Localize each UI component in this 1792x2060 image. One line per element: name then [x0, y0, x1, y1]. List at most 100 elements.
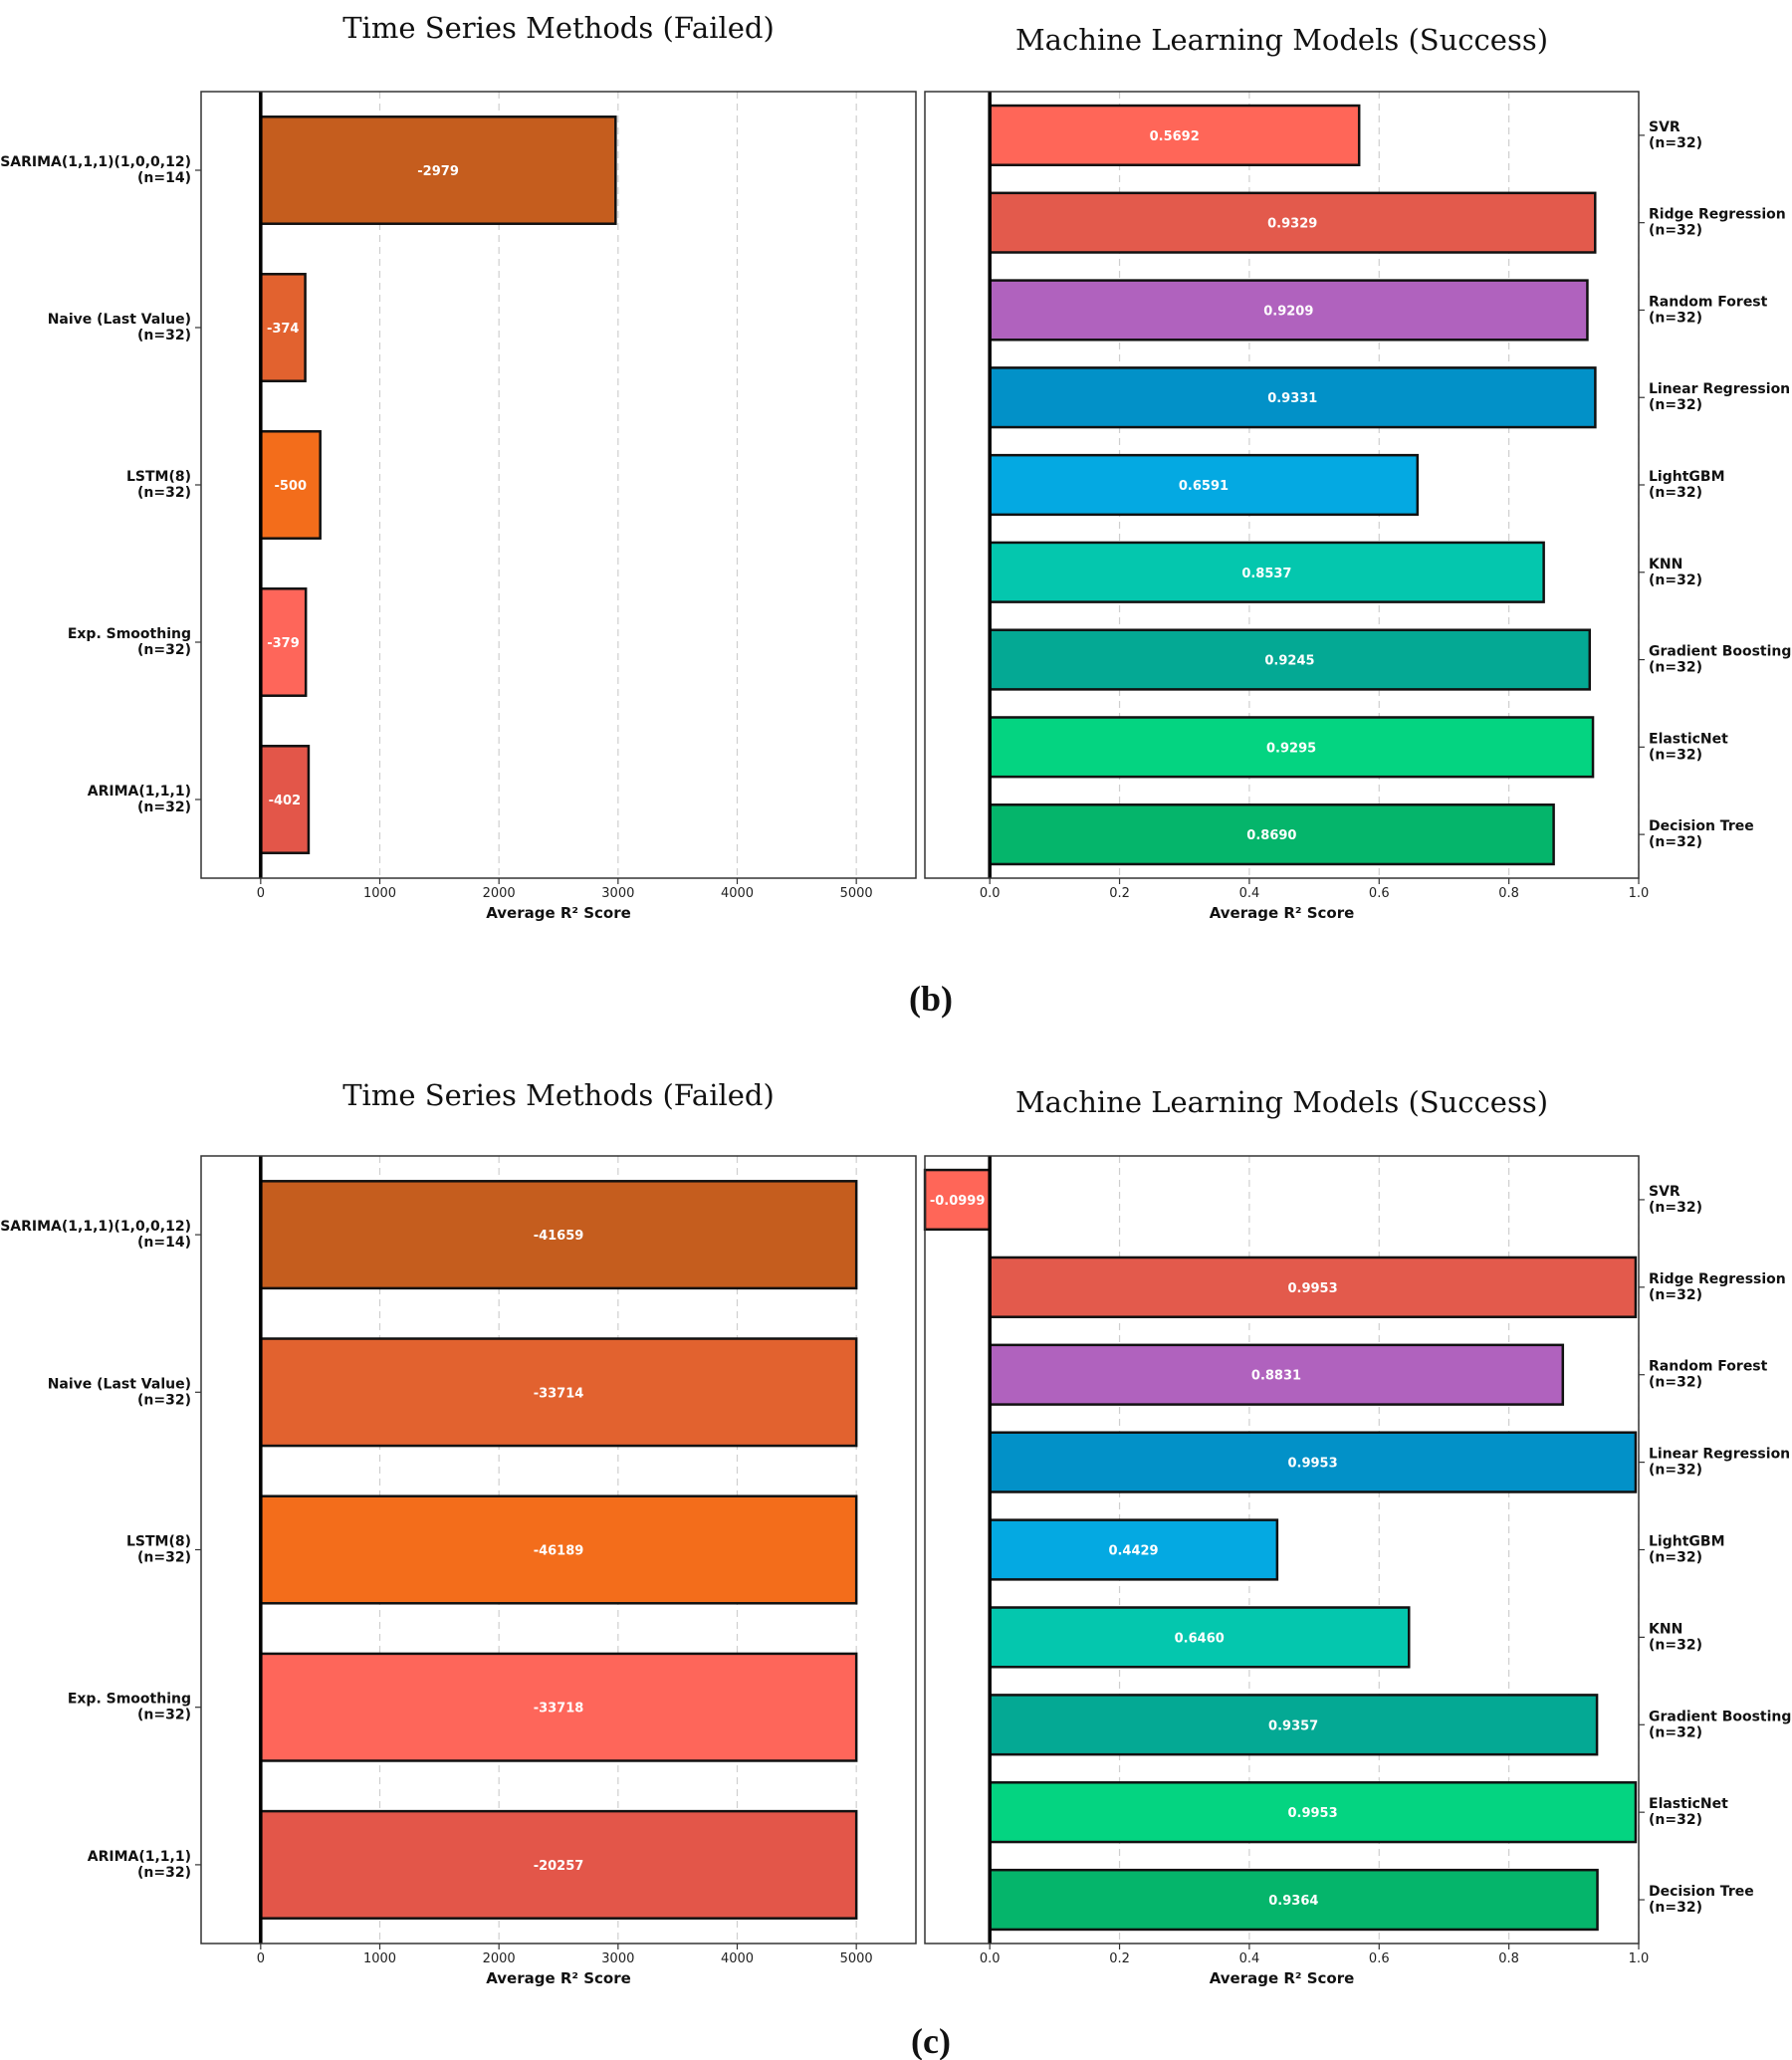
- x-tick-label: 0: [257, 1951, 265, 1966]
- plot-frame: [924, 91, 1640, 879]
- data-label: -33718: [534, 1702, 584, 1717]
- panel-title: Machine Learning Models (Success): [1015, 23, 1548, 57]
- category-count: (n=32): [1649, 1900, 1702, 1916]
- category-label: SARIMA(1,1,1)(1,0,0,12): [0, 154, 191, 170]
- panel-title: Machine Learning Models (Success): [1015, 1085, 1548, 1119]
- bar: [259, 273, 307, 382]
- data-label: 0.4429: [1108, 1544, 1158, 1559]
- x-axis-label: Average R² Score: [486, 904, 631, 922]
- data-label: 0.8831: [1251, 1369, 1301, 1384]
- x-tick-label: 0.8: [1498, 886, 1519, 901]
- data-label: 0.9364: [1268, 1894, 1318, 1909]
- x-tick-label: 0.2: [1109, 1951, 1130, 1966]
- category-label: Random Forest: [1649, 294, 1768, 310]
- category-count: (n=32): [137, 642, 191, 658]
- category-count: (n=32): [137, 1708, 191, 1723]
- x-tick-label: 1000: [363, 1951, 396, 1966]
- x-tick-label: 0.6: [1369, 1951, 1390, 1966]
- plot-frame: [924, 1155, 1640, 1945]
- x-axis-label: Average R² Score: [486, 1969, 631, 1987]
- bar: [988, 1431, 1638, 1493]
- data-label: 0.5692: [1150, 129, 1200, 144]
- bar: [988, 541, 1545, 603]
- panel-title: Time Series Methods (Failed): [342, 11, 775, 45]
- x-tick-label: 0.4: [1239, 886, 1260, 901]
- category-count: (n=32): [1649, 397, 1702, 413]
- bar: [988, 716, 1595, 779]
- x-tick-label: 4000: [721, 886, 754, 901]
- category-count: (n=32): [1649, 135, 1702, 151]
- caption-b: (b): [909, 979, 953, 1019]
- bar: [259, 430, 322, 540]
- category-count: (n=14): [137, 170, 191, 186]
- category-label: Exp. Smoothing: [68, 626, 191, 642]
- category-label: LightGBM: [1649, 1534, 1725, 1550]
- category-label: Random Forest: [1649, 1359, 1768, 1375]
- category-label: SARIMA(1,1,1)(1,0,0,12): [0, 1219, 191, 1235]
- category-count: (n=32): [137, 1865, 191, 1881]
- bar: [259, 1337, 858, 1448]
- x-axis-label: Average R² Score: [1210, 904, 1355, 922]
- category-count: (n=32): [137, 800, 191, 815]
- x-tick-label: 0.6: [1369, 886, 1390, 901]
- x-tick-label: 1.0: [1629, 886, 1650, 901]
- data-label: 0.9953: [1287, 1457, 1337, 1472]
- x-tick-label: 5000: [840, 1951, 873, 1966]
- category-count: (n=32): [1649, 310, 1702, 326]
- bar: [988, 628, 1592, 691]
- x-tick-label: 5000: [840, 886, 873, 901]
- category-label: LSTM(8): [126, 469, 191, 485]
- data-label: 0.8537: [1241, 567, 1291, 581]
- category-label: Ridge Regression: [1649, 207, 1786, 223]
- data-label: 0.9953: [1287, 1806, 1337, 1821]
- category-count: (n=32): [137, 1550, 191, 1566]
- panel-0: Time Series Methods (Failed) 0 1000 2000 300…: [0, 11, 917, 922]
- data-label: -0.0999: [930, 1194, 986, 1209]
- category-label: ARIMA(1,1,1): [88, 1849, 191, 1865]
- category-label: Decision Tree: [1649, 1884, 1754, 1900]
- category-count: (n=32): [1649, 1637, 1702, 1653]
- x-tick-label: 1000: [363, 886, 396, 901]
- bar: [988, 1518, 1279, 1581]
- x-tick-label: 1.0: [1629, 1951, 1650, 1966]
- category-label: SVR: [1649, 1184, 1680, 1200]
- bar: [988, 1343, 1565, 1406]
- category-label: ARIMA(1,1,1): [88, 784, 191, 800]
- bar: [988, 1606, 1411, 1669]
- category-label: Exp. Smoothing: [68, 1692, 191, 1708]
- category-label: Gradient Boosting: [1649, 644, 1791, 660]
- category-count: (n=32): [1649, 1375, 1702, 1391]
- bar: [988, 803, 1555, 866]
- data-label: 0.9209: [1263, 304, 1313, 319]
- x-tick-label: 0.2: [1109, 886, 1130, 901]
- category-label: Ridge Regression: [1649, 1271, 1786, 1287]
- bar: [259, 1494, 858, 1605]
- panel-2: Time Series Methods (Failed) 0 1000 2000 300…: [0, 1078, 917, 1987]
- category-count: (n=32): [1649, 572, 1702, 588]
- category-count: (n=14): [137, 1235, 191, 1251]
- data-label: -2979: [417, 164, 459, 179]
- category-count: (n=32): [1649, 1550, 1702, 1566]
- data-label: 0.9295: [1266, 741, 1316, 756]
- data-label: -379: [267, 636, 300, 651]
- bar: [259, 115, 617, 225]
- x-tick-label: 2000: [483, 1951, 516, 1966]
- category-label: LightGBM: [1649, 469, 1725, 485]
- bar: [259, 587, 308, 697]
- category-label: Linear Regression: [1649, 1447, 1790, 1463]
- data-label: 0.8690: [1246, 828, 1296, 843]
- panel-3: Machine Learning Models (Success) 0.0 0.2 0…: [923, 1085, 1791, 1987]
- bar: [988, 104, 1361, 166]
- data-label: 0.9245: [1264, 654, 1314, 669]
- x-tick-label: 0: [257, 886, 265, 901]
- data-label: -41659: [534, 1229, 584, 1244]
- data-label: -374: [267, 322, 300, 337]
- data-label: -500: [274, 479, 307, 494]
- bar: [988, 279, 1589, 342]
- x-tick-label: 0.0: [980, 886, 1001, 901]
- data-label: -33714: [534, 1386, 584, 1401]
- x-axis-label: Average R² Score: [1210, 1969, 1355, 1987]
- x-tick-label: 0.0: [980, 1951, 1001, 1966]
- bar: [259, 1652, 858, 1762]
